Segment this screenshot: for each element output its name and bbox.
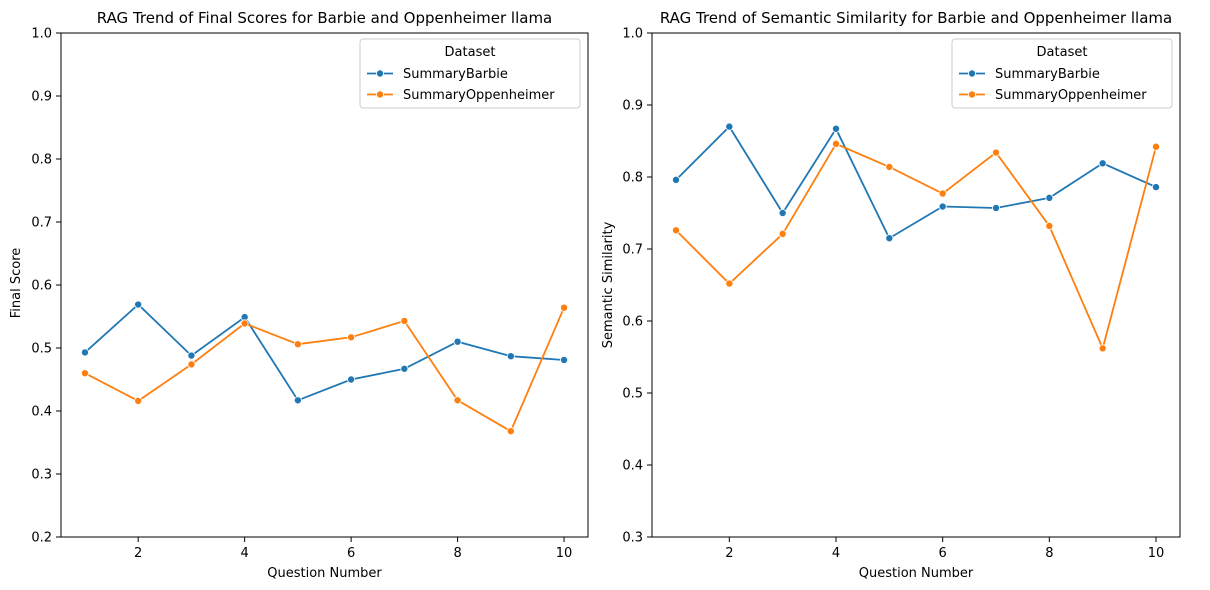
y-tick-label: 0.4 (622, 459, 643, 474)
y-tick-label: 0.8 (31, 153, 52, 168)
x-tick-label: 8 (1045, 546, 1053, 561)
data-point (778, 229, 787, 238)
data-point (293, 396, 302, 405)
data-point (885, 162, 894, 171)
chart-title: RAG Trend of Semantic Similarity for Bar… (660, 9, 1172, 27)
y-tick-label: 0.5 (622, 387, 643, 402)
x-axis-label: Question Number (267, 566, 382, 581)
data-point (293, 340, 302, 349)
legend-marker (375, 90, 384, 99)
data-point (560, 355, 569, 364)
x-tick-label: 10 (1148, 546, 1165, 561)
chart-title: RAG Trend of Final Scores for Barbie and… (97, 9, 553, 27)
data-point (938, 189, 947, 198)
data-point (725, 122, 734, 131)
y-tick-label: 0.8 (622, 171, 643, 186)
legend-label: SummaryOppenheimer (403, 88, 555, 103)
data-point (992, 203, 1001, 212)
data-point (80, 348, 89, 357)
data-point (672, 175, 681, 184)
legend-box (359, 38, 581, 109)
x-axis-label: Question Number (859, 566, 974, 581)
series-line (84, 307, 565, 433)
data-point (1152, 183, 1161, 192)
legend-box (951, 38, 1173, 109)
legend: Dataset SummaryBarbie SummaryOppenheimer (951, 38, 1173, 109)
axes-frame (651, 32, 1181, 538)
data-point (400, 364, 409, 373)
x-tick-label: 10 (556, 546, 573, 561)
data-point (1045, 221, 1054, 230)
data-point (347, 333, 356, 342)
x-tick-label: 8 (453, 546, 461, 561)
chart-semantic-similarity: RAG Trend of Semantic Similarity for Bar… (601, 9, 1181, 581)
legend-label: SummaryOppenheimer (995, 88, 1147, 103)
data-point (347, 375, 356, 384)
data-point (672, 226, 681, 235)
y-axis-label: Final Score (9, 248, 24, 319)
y-tick-label: 0.5 (31, 342, 52, 357)
y-tick-label: 1.0 (622, 27, 643, 42)
data-point (240, 319, 249, 328)
data-point (187, 351, 196, 360)
x-tick-label: 4 (241, 546, 249, 561)
y-tick-label: 0.6 (622, 315, 643, 330)
x-tick-label: 6 (347, 546, 355, 561)
y-axis-label: Semantic Similarity (601, 221, 616, 348)
data-point (1152, 142, 1161, 151)
data-point (506, 427, 515, 436)
x-tick-label: 4 (832, 546, 840, 561)
legend-marker (968, 69, 977, 78)
legend-title: Dataset (1037, 45, 1088, 60)
x-tick-label: 6 (939, 546, 947, 561)
data-point (832, 124, 841, 133)
y-tick-label: 0.6 (31, 279, 52, 294)
data-point (453, 337, 462, 346)
data-point (134, 396, 143, 405)
y-tick-label: 0.9 (622, 99, 643, 114)
series-line (675, 142, 1157, 352)
data-point (938, 202, 947, 211)
legend-marker (375, 69, 384, 78)
data-point (1098, 159, 1107, 168)
x-tick-label: 2 (134, 546, 142, 561)
axes-frame (60, 32, 589, 538)
legend-label: SummaryBarbie (995, 67, 1100, 82)
y-tick-label: 1.0 (31, 27, 52, 42)
data-point (453, 396, 462, 405)
data-point (1098, 344, 1107, 353)
series-line (675, 125, 1157, 240)
data-point (1045, 193, 1054, 202)
legend-title: Dataset (445, 45, 496, 60)
data-point (725, 279, 734, 288)
data-point (80, 369, 89, 378)
y-tick-label: 0.2 (31, 531, 52, 546)
data-point (506, 352, 515, 361)
series-line (84, 303, 565, 402)
data-point (832, 139, 841, 148)
data-point (400, 316, 409, 325)
y-tick-label: 0.9 (31, 90, 52, 105)
data-point (560, 303, 569, 312)
y-tick-label: 0.3 (31, 468, 52, 483)
x-tick-label: 2 (725, 546, 733, 561)
data-point (992, 148, 1001, 157)
y-tick-label: 0.4 (31, 405, 52, 420)
data-point (187, 360, 196, 369)
legend-marker (968, 90, 977, 99)
data-point (134, 300, 143, 309)
legend-label: SummaryBarbie (403, 67, 508, 82)
data-point (885, 234, 894, 243)
legend: Dataset SummaryBarbie SummaryOppenheimer (359, 38, 581, 109)
y-tick-label: 0.7 (622, 243, 643, 258)
chart-final-score: RAG Trend of Final Scores for Barbie and… (9, 9, 589, 581)
y-tick-label: 0.3 (622, 531, 643, 546)
data-point (778, 208, 787, 217)
y-tick-label: 0.7 (31, 216, 52, 231)
